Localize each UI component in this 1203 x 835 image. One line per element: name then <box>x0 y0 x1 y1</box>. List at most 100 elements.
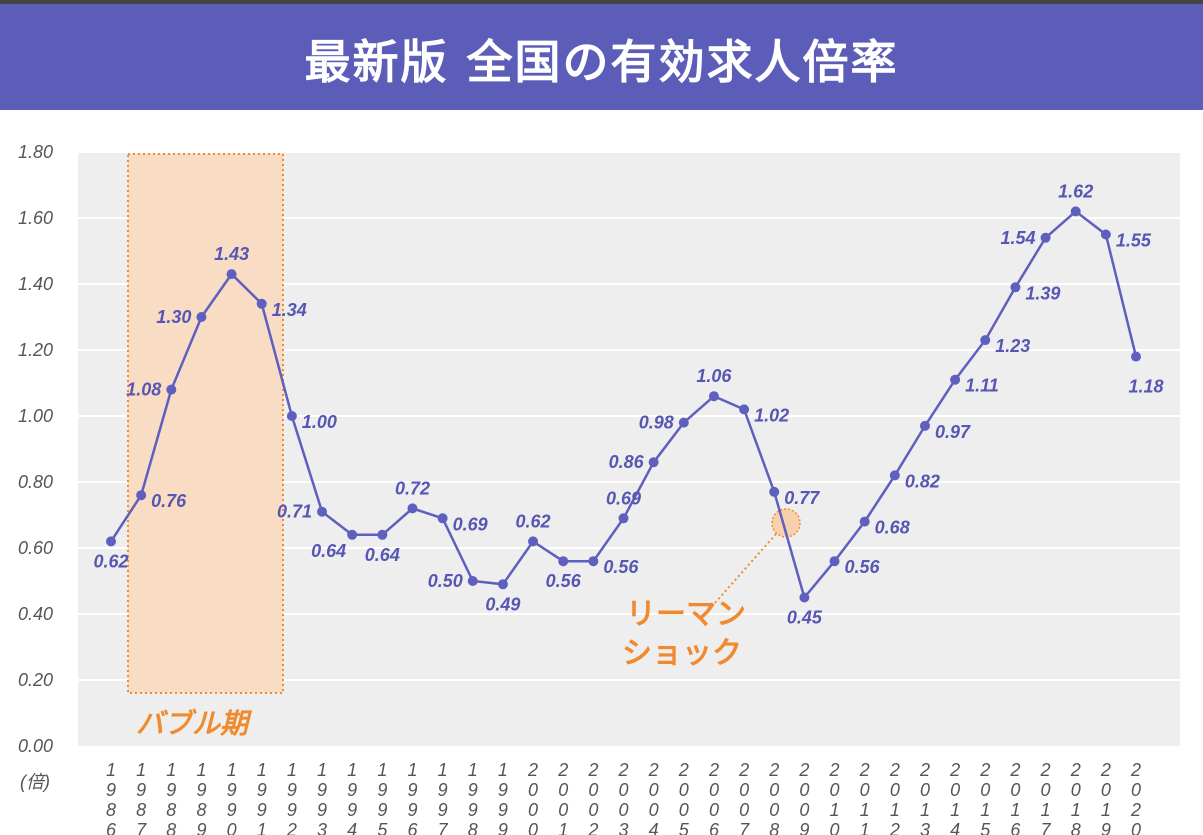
data-point <box>648 457 659 468</box>
data-label: 0.86 <box>609 452 645 472</box>
data-label: 1.08 <box>126 380 161 400</box>
data-point <box>919 420 930 431</box>
data-point <box>829 556 840 567</box>
data-label: 0.62 <box>516 511 551 531</box>
y-tick-label: 0.20 <box>18 670 53 690</box>
data-label: 0.64 <box>365 545 400 565</box>
data-point <box>136 490 147 501</box>
data-point <box>347 529 358 540</box>
data-label: 1.00 <box>302 412 337 432</box>
title-banner: 最新版 全国の有効求人倍率 <box>0 0 1203 110</box>
data-point <box>196 312 207 322</box>
data-label: 1.06 <box>696 366 732 386</box>
data-label: 0.69 <box>606 488 641 508</box>
data-label: 0.98 <box>639 413 674 433</box>
y-tick-label: 1.00 <box>18 406 53 426</box>
data-point <box>226 269 237 280</box>
data-point <box>889 470 900 481</box>
data-point <box>1131 351 1141 362</box>
data-label: 0.68 <box>875 518 910 538</box>
chart-title: 最新版 全国の有効求人倍率 <box>304 35 899 89</box>
y-tick-label: 0.60 <box>18 538 53 558</box>
data-point <box>528 536 539 547</box>
data-point <box>980 335 991 346</box>
data-point <box>558 556 569 567</box>
data-point <box>286 411 297 421</box>
data-point <box>467 576 478 586</box>
data-point <box>1040 232 1051 243</box>
data-point <box>407 503 418 514</box>
data-point <box>799 592 810 603</box>
data-point <box>1070 206 1081 217</box>
data-point <box>950 374 961 385</box>
data-label: 1.02 <box>754 405 789 425</box>
data-point <box>1100 229 1111 240</box>
data-point <box>256 298 267 309</box>
data-label: 0.72 <box>395 478 430 498</box>
data-label: 1.23 <box>995 336 1030 356</box>
data-label: 1.30 <box>156 307 191 327</box>
data-label: 0.76 <box>151 491 187 511</box>
y-tick-label: 1.40 <box>18 274 53 294</box>
data-point <box>166 384 177 395</box>
y-tick-label: 1.60 <box>18 208 53 228</box>
data-label: 0.64 <box>311 541 346 561</box>
lehman-label-line2: ショック <box>622 636 742 671</box>
data-label: 0.71 <box>277 502 312 522</box>
data-label: 0.69 <box>453 514 488 534</box>
data-point <box>739 404 750 415</box>
data-label: 1.62 <box>1058 181 1093 201</box>
y-tick-label: 1.20 <box>18 340 53 360</box>
data-label: 1.43 <box>214 244 249 264</box>
data-point <box>377 529 388 540</box>
data-point <box>588 556 599 567</box>
data-label: 0.62 <box>93 551 128 571</box>
data-label: 0.45 <box>787 608 823 628</box>
data-point <box>769 486 780 497</box>
y-tick-label: 0.40 <box>18 604 53 624</box>
data-label: 0.56 <box>546 571 582 591</box>
data-label: 0.49 <box>485 594 520 614</box>
data-label: 1.39 <box>1025 283 1060 303</box>
y-unit-label: (倍) <box>20 772 50 792</box>
data-point <box>437 513 448 524</box>
data-label: 1.55 <box>1116 231 1152 251</box>
data-point <box>1010 282 1021 293</box>
data-label: 1.34 <box>272 300 307 320</box>
data-label: 0.97 <box>935 422 971 442</box>
data-point <box>317 506 328 517</box>
data-label: 1.11 <box>965 376 999 396</box>
y-tick-label: 0.80 <box>18 472 53 492</box>
data-point <box>678 417 689 428</box>
